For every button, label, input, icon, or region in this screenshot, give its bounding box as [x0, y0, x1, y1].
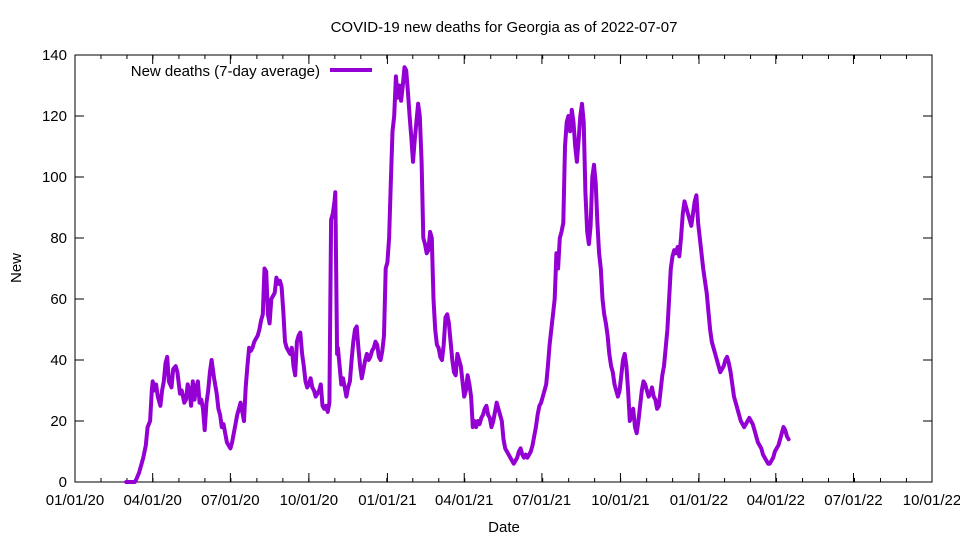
y-tick-label: 20	[50, 413, 67, 430]
x-tick-label: 04/01/22	[747, 492, 805, 509]
y-tick-label: 100	[42, 169, 67, 186]
x-tick-label: 07/01/20	[201, 492, 259, 509]
plot-frame	[74, 54, 933, 483]
x-tick-label: 04/01/20	[123, 492, 181, 509]
y-tick-label: 80	[50, 230, 67, 247]
series-line-0	[124, 65, 791, 484]
x-tick-label: 10/01/21	[591, 492, 649, 509]
y-tick-label: 140	[42, 47, 67, 64]
x-axis-label: Date	[488, 519, 520, 536]
x-tick-label: 01/01/22	[670, 492, 728, 509]
x-tick-label: 10/01/22	[903, 492, 960, 509]
y-axis-label: New	[8, 253, 25, 283]
y-tick-labels: 0 20 40 60 80 100 120 140	[42, 47, 67, 491]
x-tick-label: 01/01/20	[46, 492, 104, 509]
plot-area	[124, 65, 791, 484]
x-tick-label: 10/01/20	[280, 492, 338, 509]
x-tick-label: 07/01/21	[513, 492, 571, 509]
x-tick-label: 04/01/21	[435, 492, 493, 509]
chart-title: COVID-19 new deaths for Georgia as of 20…	[331, 19, 678, 36]
x-tick-labels: 01/01/20 04/01/20 07/01/20 10/01/20 01/01/21…	[46, 492, 960, 509]
legend: New deaths (7-day average)	[131, 63, 372, 80]
y-tick-label: 120	[42, 108, 67, 125]
y-tick-label: 60	[50, 291, 67, 308]
x-tick-label: 01/01/21	[358, 492, 416, 509]
y-tick-label: 0	[59, 474, 67, 491]
y-tick-label: 40	[50, 352, 67, 369]
x-tick-label: 07/01/22	[824, 492, 882, 509]
legend-label: New deaths (7-day average)	[131, 63, 320, 80]
